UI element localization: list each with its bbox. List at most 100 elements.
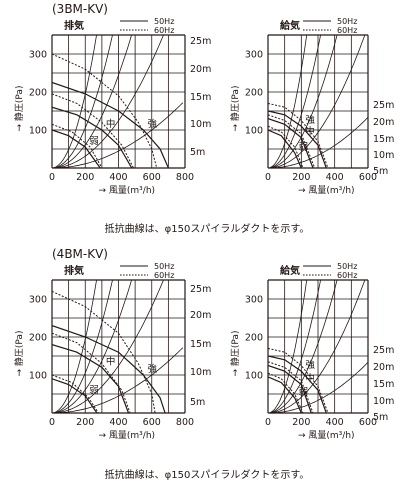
x-tick-label: 600 <box>143 172 161 183</box>
fan-curve-弱-50hz <box>268 376 302 413</box>
fan-curve-中-60hz <box>268 361 314 413</box>
fan-curve-強-50hz <box>268 110 327 168</box>
duct-length-label: 20m <box>190 310 211 321</box>
resistance-curve-10m <box>52 280 164 413</box>
x-tick-label: 200 <box>76 172 94 183</box>
resistance-curve-5m <box>268 362 368 413</box>
legend-60hz: 60Hz <box>154 271 174 280</box>
duct-length-label: 20m <box>373 117 394 128</box>
resistance-curve-5m <box>52 102 184 168</box>
plot-area <box>52 280 184 413</box>
legend-50hz: 50Hz <box>154 17 174 26</box>
resistance-curve-20m <box>268 35 321 168</box>
resistance-curve-25m <box>268 280 308 413</box>
fan-curve-中-60hz <box>52 93 134 168</box>
fan-curve-中-50hz <box>52 344 130 413</box>
duct-length-label: 10m <box>373 396 394 407</box>
fan-curve-強-60hz <box>268 347 329 413</box>
y-tick-label: 100 <box>245 371 263 382</box>
fan-curve-中-60hz <box>268 114 316 168</box>
panel-title: 排気 <box>64 19 84 32</box>
resistance-curve-5m <box>268 117 368 168</box>
resistance-note: 抵抗曲線は、φ150スパイラルダクトを示す。 <box>105 468 310 481</box>
resistance-curve-15m <box>268 35 338 168</box>
x-tick-label: 800 <box>176 417 194 428</box>
x-axis-label: → 風量(m³/h) <box>298 185 355 196</box>
speed-label: 強 <box>305 114 315 126</box>
y-axis-label: → 静圧(Pa) <box>229 331 241 377</box>
x-tick-label: 800 <box>176 172 194 183</box>
x-tick-label: 200 <box>292 172 310 183</box>
panel-title: 給気 <box>280 19 300 32</box>
duct-length-label: 25m <box>373 100 394 111</box>
speed-label: 弱 <box>89 385 99 396</box>
y-tick-label: 200 <box>245 333 263 344</box>
duct-length-label: 25m <box>190 284 211 295</box>
x-tick-label: 200 <box>76 417 94 428</box>
x-tick-label: 0 <box>49 172 55 183</box>
y-tick-label: 100 <box>245 126 263 137</box>
panel-title: 排気 <box>64 264 84 277</box>
y-tick-label: 200 <box>245 88 263 99</box>
y-tick-label: 200 <box>29 88 47 99</box>
fan-curve-弱-50hz <box>52 378 98 413</box>
resistance-curve-20m <box>268 280 321 413</box>
y-tick-label: 100 <box>29 371 47 382</box>
duct-length-label: 15m <box>190 339 211 350</box>
speed-label: 中 <box>305 373 315 385</box>
resistance-curve-15m <box>268 280 338 413</box>
y-tick-label: 300 <box>29 50 47 61</box>
resistance-curve-10m <box>268 280 366 413</box>
x-axis-label: → 風量(m³/h) <box>99 185 156 196</box>
plot-area <box>268 280 368 413</box>
speed-label: 中 <box>106 118 116 130</box>
duct-length-label: 10m <box>373 150 394 161</box>
x-tick-label: 400 <box>109 417 127 428</box>
x-tick-label: 400 <box>326 172 344 183</box>
legend-60hz: 60Hz <box>154 26 174 35</box>
fan-curve-強-60hz <box>52 290 156 413</box>
fan-curve-強-50hz <box>52 81 169 168</box>
legend-50hz: 50Hz <box>337 17 357 26</box>
resistance-curve-10m <box>52 35 164 168</box>
duct-length-label: 20m <box>373 362 394 373</box>
speed-label: 弱 <box>89 136 99 147</box>
fan-curve-中-50hz <box>268 364 312 413</box>
fan-curve-中-50hz <box>52 106 133 168</box>
fan-curve-強-60hz <box>52 53 158 168</box>
speed-label: 強 <box>147 363 157 375</box>
resistance-curve-15m <box>52 35 132 168</box>
resistance-curve-20m <box>52 35 113 168</box>
resistance-curve-25m <box>52 35 97 168</box>
y-tick-label: 200 <box>29 333 47 344</box>
fan-curve-強-60hz <box>268 102 329 168</box>
speed-label: 中 <box>305 126 315 138</box>
legend-50hz: 50Hz <box>154 262 174 271</box>
duct-length-label: 25m <box>190 36 211 47</box>
resistance-curve-25m <box>52 280 97 413</box>
duct-length-label: 10m <box>190 367 211 378</box>
x-tick-label: 200 <box>292 417 310 428</box>
resistance-note: 抵抗曲線は、φ150スパイラルダクトを示す。 <box>105 222 310 235</box>
legend-60hz: 60Hz <box>337 26 357 35</box>
duct-length-label: 20m <box>190 64 211 75</box>
duct-length-label: 15m <box>373 134 394 145</box>
fan-curve-中-60hz <box>52 332 131 413</box>
fan-curve-強-50hz <box>52 325 166 413</box>
resistance-curve-15m <box>52 280 132 413</box>
resistance-curve-20m <box>52 280 113 413</box>
speed-label: 弱 <box>299 142 309 153</box>
fan-curve-弱-50hz <box>52 129 101 168</box>
x-tick-label: 400 <box>109 172 127 183</box>
fan-curve-強-50hz <box>268 355 327 413</box>
resistance-curve-5m <box>52 347 184 413</box>
duct-length-label: 10m <box>190 119 211 130</box>
y-tick-label: 300 <box>245 50 263 61</box>
speed-label: 弱 <box>299 387 309 398</box>
duct-length-label: 5m <box>190 147 205 158</box>
x-tick-label: 0 <box>265 417 271 428</box>
y-axis-label: → 静圧(Pa) <box>13 331 25 377</box>
y-tick-label: 300 <box>245 295 263 306</box>
